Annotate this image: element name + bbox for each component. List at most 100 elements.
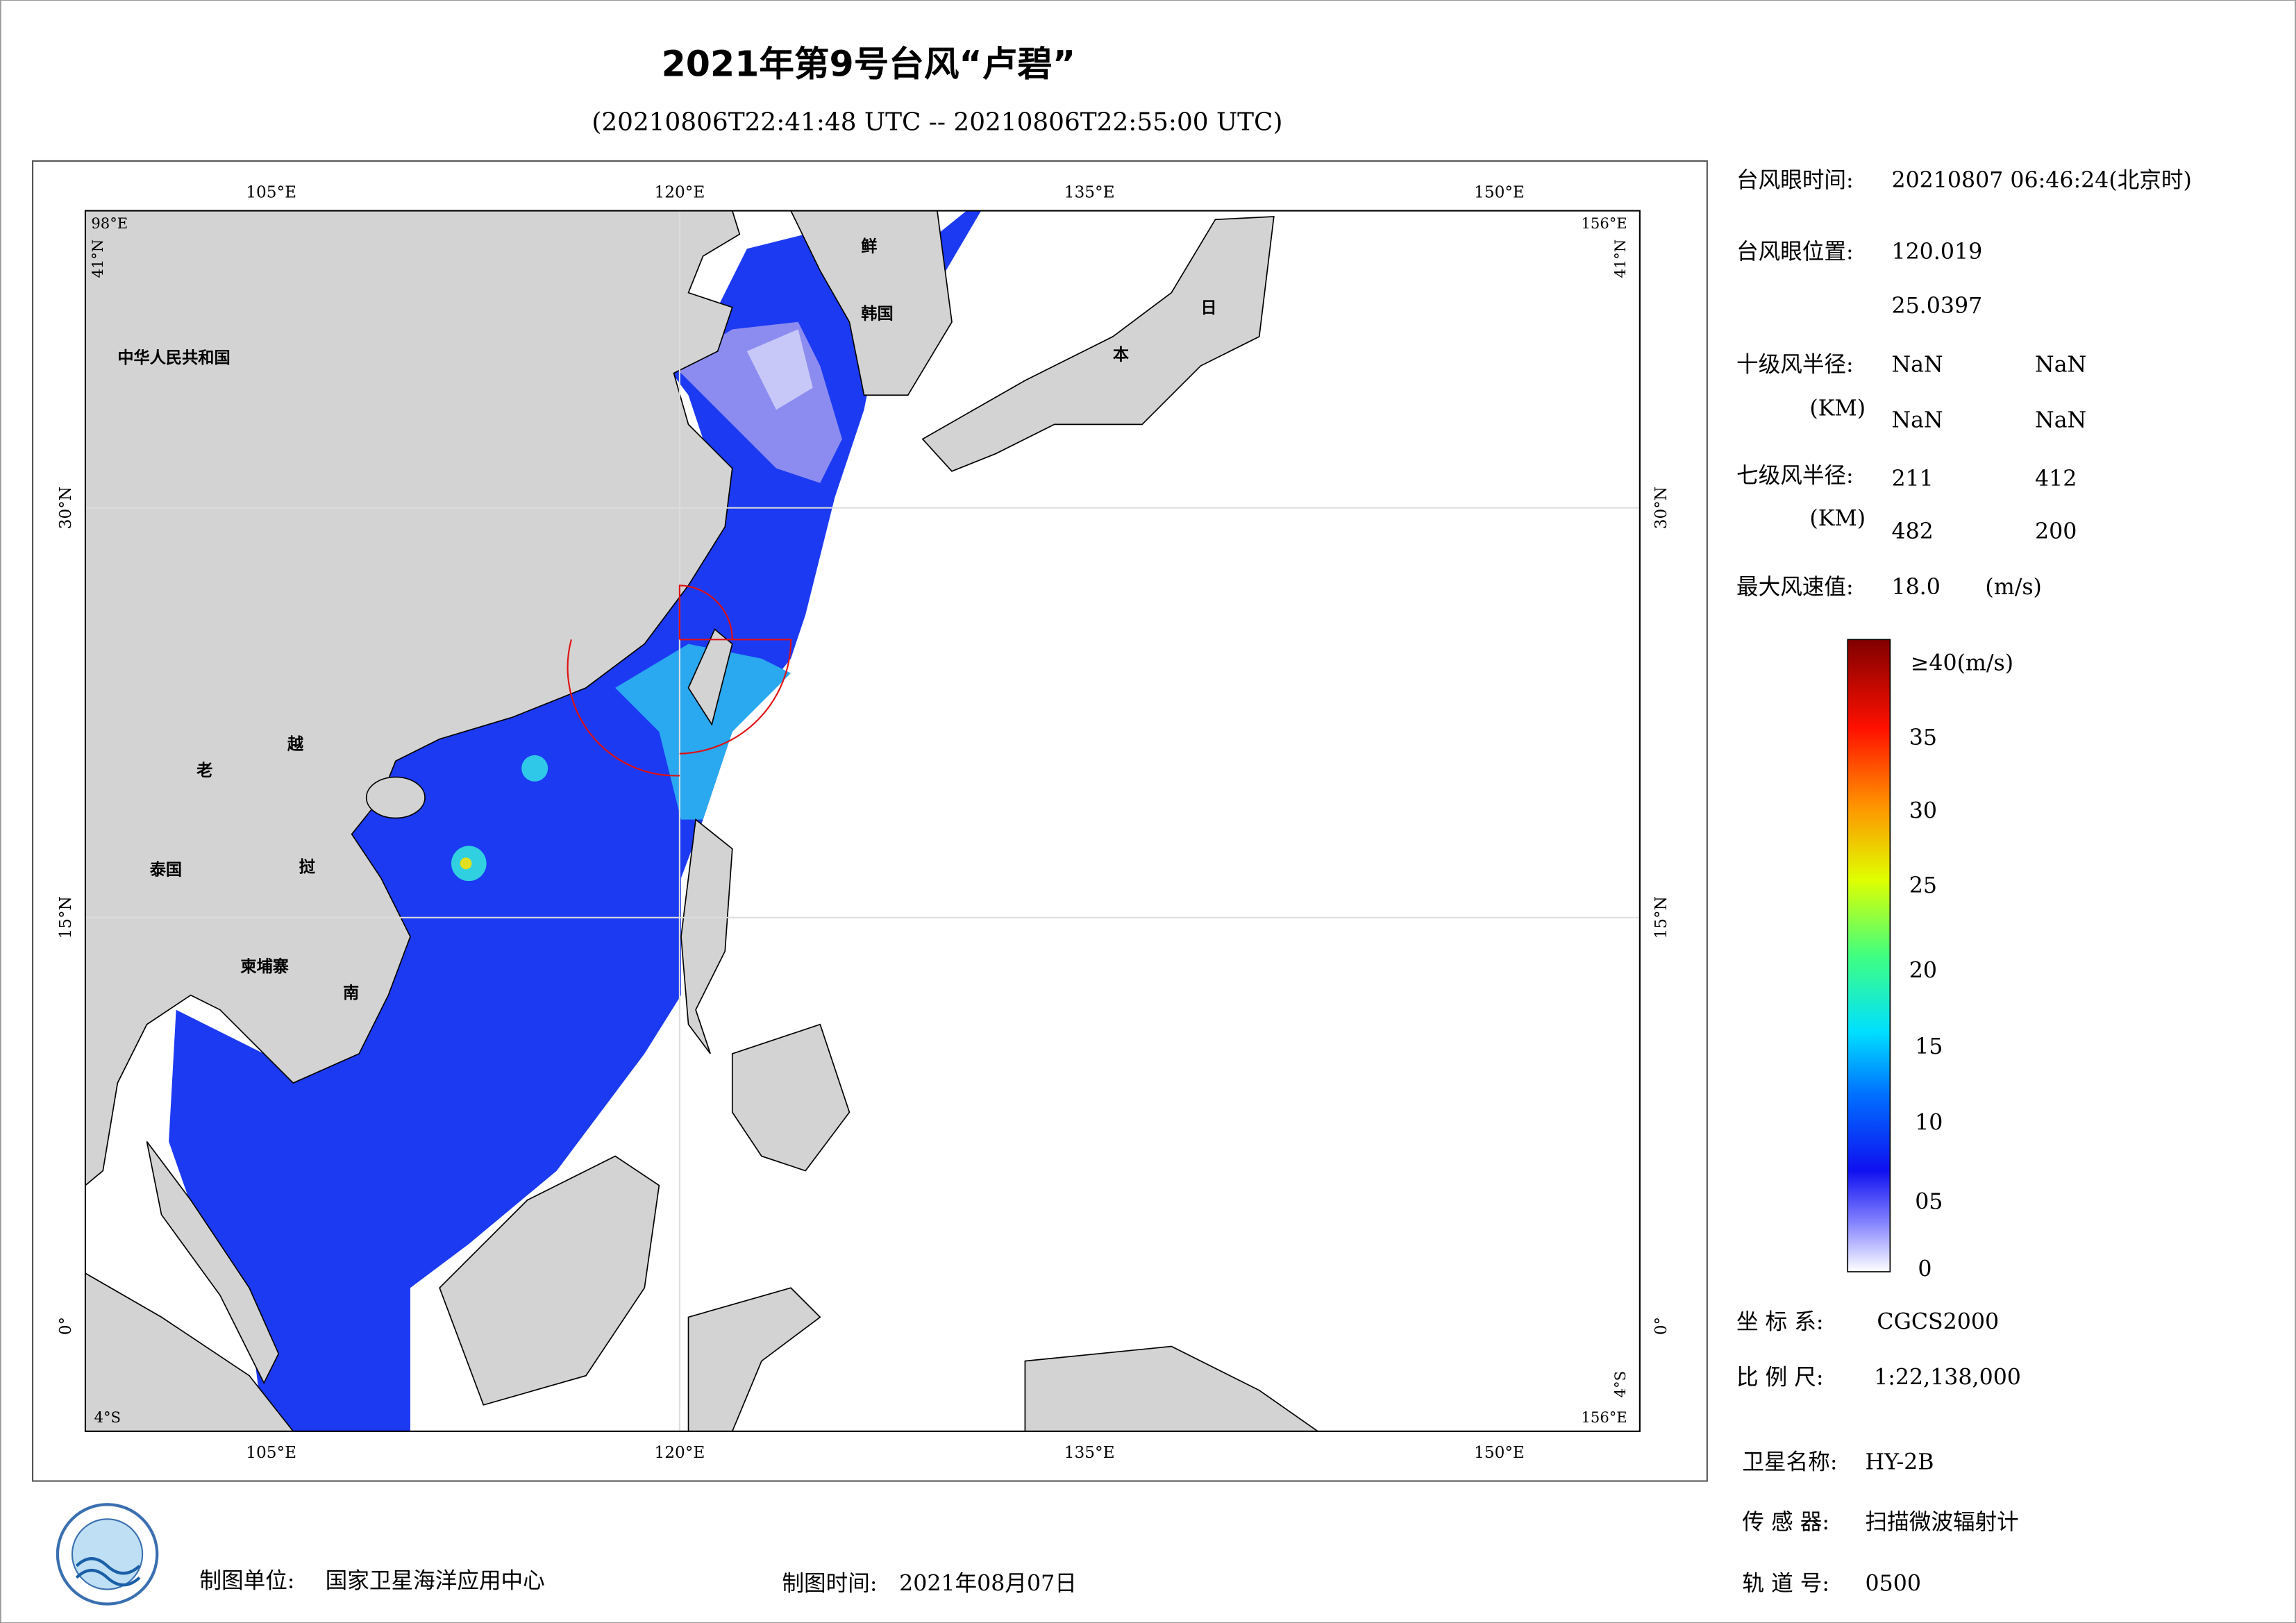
corner-label: 156°E bbox=[1582, 215, 1627, 232]
map-frame bbox=[31, 160, 1708, 1482]
info-label: 最大风速值: bbox=[1736, 575, 1854, 600]
place-label: 韩国 bbox=[861, 305, 893, 323]
land-korea bbox=[790, 210, 953, 396]
info-value: NaN bbox=[2035, 408, 2086, 433]
land-borneo bbox=[439, 1155, 660, 1406]
footer: 制图单位: 国家卫星海洋应用中心 制图时间: 2021年08月07日 bbox=[199, 1568, 1076, 1596]
colorbar-tick: 30 bbox=[1909, 798, 1937, 823]
corner-label: 156°E bbox=[1582, 1408, 1627, 1426]
place-label: 南 bbox=[343, 984, 359, 1002]
lon-label: 120°E bbox=[654, 1443, 705, 1462]
place-label: 泰国 bbox=[149, 861, 182, 880]
title: 2021年第9号台风“卢碧” bbox=[662, 44, 1076, 85]
footer-label: 制图时间: bbox=[782, 1572, 877, 1597]
land-newguinea bbox=[1024, 1345, 1319, 1431]
lat-label: 15°N bbox=[56, 896, 75, 939]
info-label: 七级风半径: bbox=[1736, 464, 1854, 489]
lon-label: 135°E bbox=[1064, 183, 1115, 202]
info-unit: (KM) bbox=[1809, 396, 1866, 421]
info-label: 台风眼时间: bbox=[1736, 168, 1854, 193]
colorbar-tick: 15 bbox=[1915, 1034, 1943, 1059]
meta-label: 坐 标 系: bbox=[1736, 1309, 1824, 1334]
footer-value: 国家卫星海洋应用中心 bbox=[326, 1568, 545, 1593]
lat-label: 0° bbox=[1652, 1317, 1670, 1335]
lon-label: 150°E bbox=[1474, 183, 1525, 202]
info-value: 200 bbox=[2035, 519, 2077, 544]
corner-label: 41°N bbox=[89, 239, 106, 278]
subtitle: (20210806T22:41:48 UTC -- 20210806T22:55… bbox=[592, 108, 1282, 137]
map-border bbox=[84, 210, 1641, 1432]
footer-value: 2021年08月07日 bbox=[899, 1572, 1077, 1597]
swath-cyan bbox=[615, 644, 791, 820]
info-value: NaN bbox=[2035, 352, 2086, 377]
colorbar-labels: ≥40(m/s) 35 30 25 20 15 10 05 0 bbox=[1909, 651, 2013, 1282]
info-value: 412 bbox=[2035, 466, 2077, 491]
colorbar bbox=[1847, 639, 1891, 1272]
lon-label: 135°E bbox=[1064, 1443, 1115, 1462]
land-asia bbox=[85, 210, 741, 1186]
place-label: 越 bbox=[287, 734, 304, 753]
land-philippines bbox=[731, 1023, 850, 1172]
swath-light bbox=[746, 329, 813, 410]
colorbar-tick: 05 bbox=[1915, 1189, 1943, 1214]
meta-panel: 坐 标 系: CGCS2000 比 例 尺: 1:22,138,000 卫星名称… bbox=[1736, 1309, 2021, 1596]
info-value: 482 bbox=[1891, 519, 1933, 544]
lat-labels: 30°N 15°N 0° 30°N 15°N 0° bbox=[56, 487, 1670, 1335]
info-label: 十级风半径: bbox=[1736, 352, 1854, 377]
colorbar-tick: 35 bbox=[1909, 725, 1937, 750]
place-label: 老 bbox=[196, 761, 212, 780]
colorbar-label: ≥40(m/s) bbox=[1911, 651, 2013, 676]
meta-value: HY-2B bbox=[1866, 1450, 1934, 1475]
logo bbox=[56, 1503, 159, 1606]
lon-label: 120°E bbox=[654, 183, 705, 202]
place-label: 本 bbox=[1113, 346, 1130, 364]
info-value: 211 bbox=[1891, 466, 1933, 491]
colorbar-tick: 0 bbox=[1918, 1256, 1932, 1281]
info-value: 18.0 bbox=[1891, 575, 1940, 600]
meta-value: 0500 bbox=[1866, 1572, 1921, 1597]
place-label: 挝 bbox=[299, 857, 316, 876]
corner-label: 98°E bbox=[91, 215, 128, 232]
lat-label: 30°N bbox=[1652, 487, 1670, 529]
info-unit: (KM) bbox=[1809, 506, 1866, 531]
colorbar-tick: 25 bbox=[1909, 873, 1937, 898]
corner-labels: 98°E 41°N 156°E 41°N 4°S 156°E 4°S bbox=[89, 215, 1629, 1426]
meta-label: 传 感 器: bbox=[1742, 1510, 1829, 1535]
lon-label: 105°E bbox=[246, 183, 296, 202]
meta-value: 扫描微波辐射计 bbox=[1866, 1510, 2019, 1535]
land-sumatra bbox=[85, 1272, 294, 1431]
meta-label: 比 例 尺: bbox=[1736, 1365, 1824, 1390]
place-label: 中华人民共和国 bbox=[117, 348, 230, 367]
lat-label: 0° bbox=[56, 1317, 75, 1335]
info-value: 120.019 bbox=[1891, 239, 1982, 264]
info-panel: 台风眼时间: 20210807 06:46:24(北京时) 台风眼位置: 120… bbox=[1736, 168, 2192, 600]
land-hainan bbox=[365, 776, 426, 819]
land-japan bbox=[921, 216, 1275, 472]
info-value: 25.0397 bbox=[1891, 294, 1982, 319]
corner-label: 4°S bbox=[1611, 1371, 1629, 1397]
land-sulawesi bbox=[687, 1287, 821, 1431]
place-labels: 中华人民共和国 老 越 泰国 挝 柬埔寨 南 韩国 鲜 日 本 bbox=[117, 237, 1216, 1002]
corner-label: 41°N bbox=[1611, 239, 1629, 278]
lon-label: 150°E bbox=[1474, 1443, 1525, 1462]
land-malaya bbox=[146, 1141, 280, 1385]
info-value: NaN bbox=[1891, 352, 1943, 377]
lon-label: 105°E bbox=[246, 1443, 296, 1462]
lon-labels: 105°E 120°E 135°E 150°E 105°E 120°E 135°… bbox=[246, 183, 1525, 1462]
map bbox=[85, 210, 1640, 1431]
meta-label: 卫星名称: bbox=[1742, 1450, 1837, 1475]
info-label: 台风眼位置: bbox=[1736, 239, 1854, 264]
land-luzon bbox=[680, 818, 733, 1054]
info-unit: (m/s) bbox=[1985, 575, 2042, 600]
info-value: NaN bbox=[1891, 408, 1943, 433]
lat-label: 15°N bbox=[1652, 896, 1670, 939]
wind-spot bbox=[460, 857, 472, 870]
place-label: 柬埔寨 bbox=[240, 957, 289, 976]
colorbar-tick: 20 bbox=[1909, 958, 1937, 983]
place-label: 日 bbox=[1200, 298, 1216, 317]
footer-label: 制图单位: bbox=[199, 1568, 294, 1593]
place-label: 鲜 bbox=[861, 237, 877, 256]
info-value: 20210807 06:46:24(北京时) bbox=[1891, 168, 2191, 193]
